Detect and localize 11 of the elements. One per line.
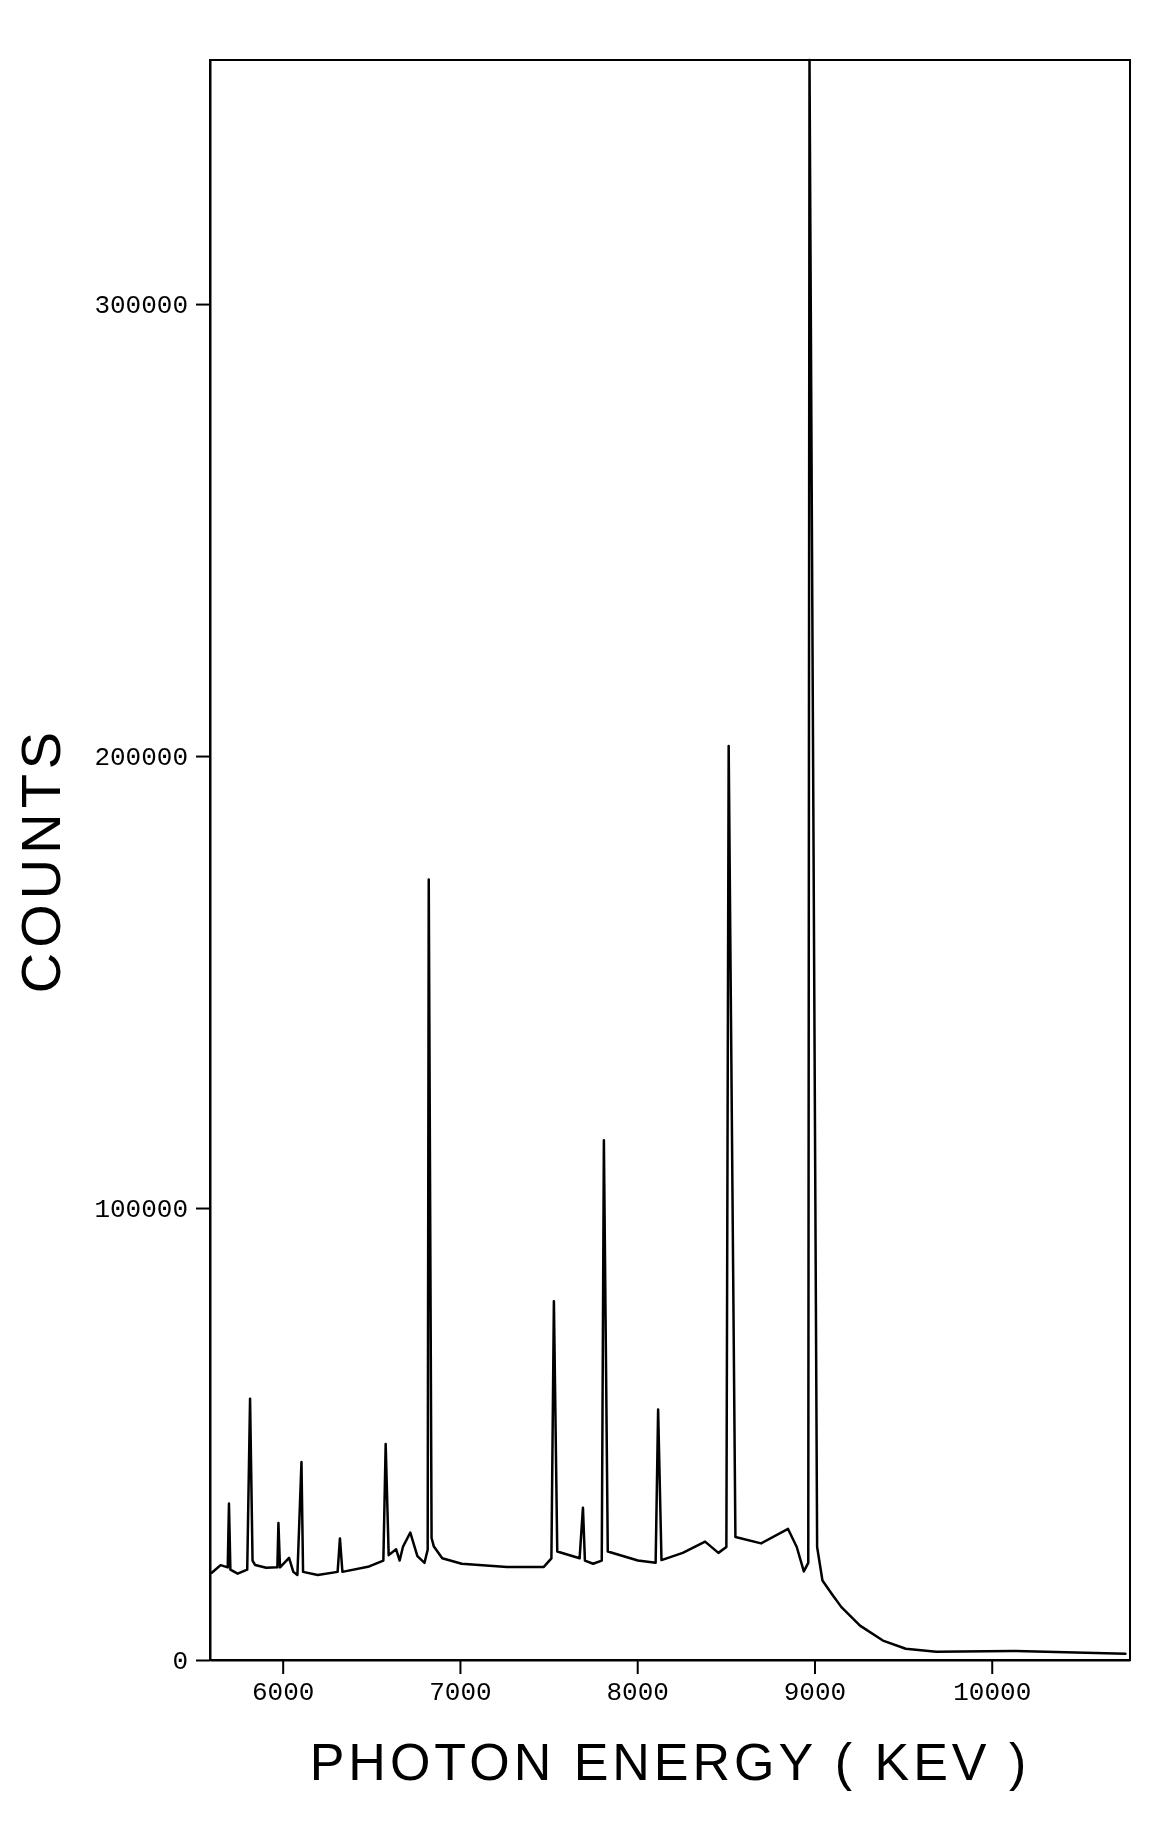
x-tick-label: 8000 (606, 1678, 669, 1709)
y-axis-title: COUNTS (8, 726, 72, 994)
y-tick-label: 200000 (94, 742, 188, 773)
x-tick-label: 9000 (783, 1678, 847, 1709)
y-tick-label: 100000 (94, 1194, 188, 1225)
y-tick-label: 300000 (94, 290, 188, 321)
x-tick-label: 10000 (953, 1678, 1032, 1709)
x-axis-title: PHOTON ENERGY ( KEV ) (309, 1733, 1031, 1791)
x-tick-label: 7000 (429, 1678, 492, 1709)
x-tick-label: 6000 (251, 1678, 315, 1709)
y-tick-label: 0 (172, 1646, 188, 1677)
